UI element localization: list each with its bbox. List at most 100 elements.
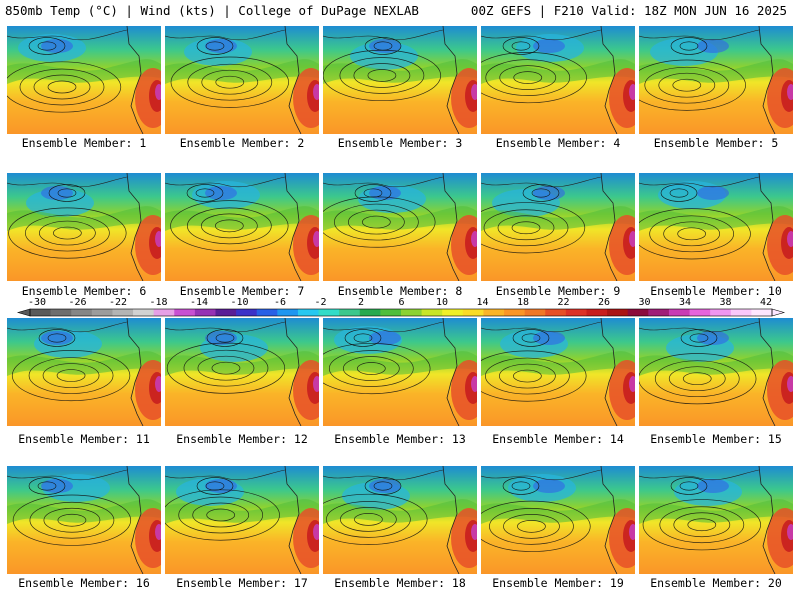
colorbar-swatch xyxy=(751,309,773,316)
map-panel-member-8 xyxy=(323,173,477,281)
member-label: Ensemble Member: 11 xyxy=(18,432,150,446)
colorbar-swatch xyxy=(565,309,587,316)
temperature-colorbar xyxy=(16,308,786,317)
colorbar-swatch xyxy=(668,309,691,316)
member-label: Ensemble Member: 15 xyxy=(650,432,782,446)
colorbar-swatch xyxy=(133,309,155,316)
map-panel-member-16 xyxy=(7,466,161,574)
map-panel-member-5 xyxy=(639,26,793,134)
colorbar-tick-label: -22 xyxy=(108,297,128,308)
colorbar-swatch xyxy=(153,309,175,316)
colorbar-swatch xyxy=(380,309,402,316)
colorbar-swatch xyxy=(710,309,732,316)
colorbar-tick-label: 42 xyxy=(759,297,773,308)
colorbar-swatch xyxy=(421,309,443,316)
map-panel-member-17 xyxy=(165,466,319,574)
map-panel-member-4 xyxy=(481,26,635,134)
colorbar-swatch xyxy=(462,309,484,316)
map-panel-member-11 xyxy=(7,318,161,426)
member-label: Ensemble Member: 18 xyxy=(334,576,466,590)
colorbar-tick-label: 2 xyxy=(357,297,365,308)
member-label: Ensemble Member: 14 xyxy=(492,432,624,446)
map-panel-member-2 xyxy=(165,26,319,134)
map-panel-member-19 xyxy=(481,466,635,574)
colorbar-swatch xyxy=(174,309,196,316)
colorbar-swatch xyxy=(71,309,93,316)
colorbar-swatch xyxy=(586,309,608,316)
member-label: Ensemble Member: 17 xyxy=(176,576,308,590)
map-panel-member-20 xyxy=(639,466,793,574)
colorbar-swatch xyxy=(483,309,505,316)
colorbar-tick-label: 22 xyxy=(557,297,570,308)
colorbar-tick-label: -10 xyxy=(230,297,249,308)
map-panel-member-7 xyxy=(165,173,319,281)
member-label: Ensemble Member: 3 xyxy=(337,136,463,150)
map-panel-member-13 xyxy=(323,318,477,426)
colorbar-swatch xyxy=(236,309,258,316)
member-label: Ensemble Member: 12 xyxy=(176,432,308,446)
colorbar-swatch xyxy=(50,309,72,316)
colorbar-tick-label: 38 xyxy=(719,297,732,308)
colorbar-swatch xyxy=(627,309,649,316)
colorbar-tick-label: -2 xyxy=(314,297,327,308)
header-title: 850mb Temp (°C) | Wind (kts) | College o… xyxy=(5,3,419,18)
map-panel-member-15 xyxy=(639,318,793,426)
colorbar-tick-label: -14 xyxy=(189,297,209,308)
map-panel-member-10 xyxy=(639,173,793,281)
colorbar-tick-label: -18 xyxy=(149,297,168,308)
colorbar-swatch xyxy=(504,309,526,316)
colorbar-tick-label: 10 xyxy=(435,297,449,308)
colorbar-swatch xyxy=(545,309,567,316)
colorbar-swatch xyxy=(297,309,320,316)
colorbar-tick-label: 14 xyxy=(476,297,489,308)
map-panel-member-1 xyxy=(7,26,161,134)
header-valid-time: 00Z GEFS | F210 Valid: 18Z MON JUN 16 20… xyxy=(470,3,787,18)
member-label: Ensemble Member: 13 xyxy=(334,432,466,446)
colorbar-tick-labels: -30 -26 -22 -18 -14 -10 -6 -2 2 6 10 14 18 22 26 30 34 38… xyxy=(0,297,800,309)
colorbar-swatch xyxy=(91,309,113,316)
colorbar-tick-label: -6 xyxy=(273,297,287,308)
member-label: Ensemble Member: 10 xyxy=(650,284,782,298)
colorbar-tick-label: -26 xyxy=(68,297,87,308)
colorbar-right-arrow xyxy=(771,308,786,317)
colorbar-swatch xyxy=(442,309,464,316)
colorbar-tick-label: 6 xyxy=(398,297,405,308)
colorbar-swatch xyxy=(607,309,629,316)
map-panel-member-3 xyxy=(323,26,477,134)
member-label: Ensemble Member: 2 xyxy=(179,136,305,150)
colorbar-tick-label: 34 xyxy=(678,297,692,308)
member-label: Ensemble Member: 20 xyxy=(650,576,782,590)
map-panel-member-18 xyxy=(323,466,477,574)
colorbar-swatch xyxy=(648,309,670,316)
colorbar-left-arrow xyxy=(16,308,31,317)
member-label: Ensemble Member: 19 xyxy=(492,576,624,590)
member-label: Ensemble Member: 7 xyxy=(179,284,305,298)
colorbar-swatch xyxy=(524,309,546,316)
colorbar-swatch xyxy=(318,309,340,316)
colorbar-swatch xyxy=(112,309,134,316)
colorbar-swatch xyxy=(689,309,711,316)
colorbar-swatch xyxy=(194,309,216,316)
member-label: Ensemble Member: 8 xyxy=(337,284,463,298)
colorbar-swatch xyxy=(215,309,237,316)
colorbar-swatch xyxy=(256,309,278,316)
map-panel-member-12 xyxy=(165,318,319,426)
member-label: Ensemble Member: 5 xyxy=(653,136,779,150)
colorbar-swatch xyxy=(730,309,752,316)
colorbar-swatch xyxy=(339,309,361,316)
colorbar-tick-label: 30 xyxy=(638,297,651,308)
member-label: Ensemble Member: 16 xyxy=(18,576,150,590)
colorbar-tick-label: 26 xyxy=(597,297,611,308)
colorbar-swatch xyxy=(401,309,423,316)
colorbar-swatch xyxy=(359,309,381,316)
colorbar-tick-label: -30 xyxy=(27,297,47,308)
map-panel-member-9 xyxy=(481,173,635,281)
member-label: Ensemble Member: 9 xyxy=(495,284,621,298)
member-label: Ensemble Member: 6 xyxy=(21,284,147,298)
colorbar-swatch xyxy=(277,309,299,316)
colorbar-outline xyxy=(29,308,773,317)
map-panel-member-14 xyxy=(481,318,635,426)
colorbar-tick-label: 18 xyxy=(516,297,530,308)
colorbar-swatch xyxy=(30,309,52,316)
map-panel-member-6 xyxy=(7,173,161,281)
